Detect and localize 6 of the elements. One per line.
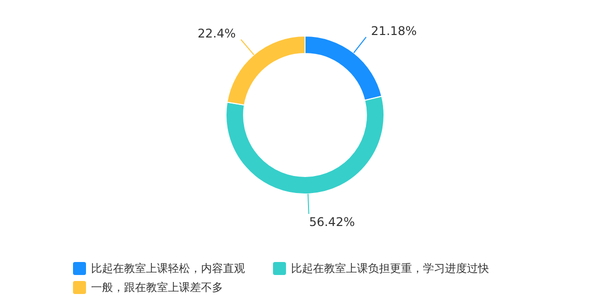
data-label: 21.18% <box>371 24 417 38</box>
data-label: 56.42% <box>309 214 355 229</box>
legend-label: 一般，跟在教室上课差不多 <box>91 280 223 295</box>
legend-label: 比起在教室上课负担更重，学习进度过快 <box>291 261 489 276</box>
legend-label: 比起在教室上课轻松，内容直观 <box>91 261 245 276</box>
data-label: 22.4% <box>198 26 236 40</box>
